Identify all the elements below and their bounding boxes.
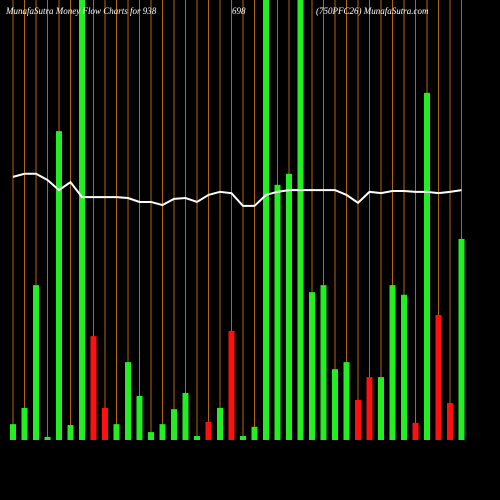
bar bbox=[309, 292, 315, 440]
bar bbox=[355, 399, 361, 440]
bar bbox=[240, 436, 246, 440]
bar bbox=[274, 184, 281, 440]
bar bbox=[159, 424, 166, 440]
bar bbox=[412, 422, 419, 440]
bar bbox=[366, 377, 373, 440]
bar bbox=[194, 436, 200, 440]
bar bbox=[378, 377, 384, 440]
bar bbox=[182, 392, 189, 440]
bar bbox=[205, 421, 212, 440]
bar bbox=[171, 409, 177, 440]
chart-title: 698 bbox=[232, 6, 246, 16]
bar bbox=[33, 285, 39, 440]
bar bbox=[228, 330, 235, 440]
bar bbox=[343, 362, 350, 440]
bar bbox=[56, 131, 62, 440]
bar bbox=[125, 362, 131, 440]
bar bbox=[263, 0, 269, 440]
bar bbox=[67, 425, 74, 440]
bar bbox=[44, 436, 51, 440]
bar bbox=[297, 0, 304, 440]
flow-line bbox=[12, 172, 462, 207]
bar bbox=[251, 426, 258, 440]
bar bbox=[435, 315, 442, 440]
bar bbox=[113, 424, 120, 440]
chart-title: MunafaSutra Money Flow Charts for 938 bbox=[5, 6, 157, 16]
bar bbox=[217, 407, 223, 440]
bar bbox=[79, 0, 85, 440]
bar bbox=[320, 285, 327, 440]
bar bbox=[447, 403, 453, 440]
bar bbox=[10, 424, 16, 440]
bar bbox=[148, 432, 154, 440]
chart-title: (750PFC26) MunafaSutra.com bbox=[316, 6, 429, 16]
plot-area bbox=[10, 0, 465, 441]
bar bbox=[136, 396, 143, 440]
bar bbox=[424, 92, 430, 440]
bar bbox=[90, 336, 97, 440]
bar bbox=[401, 294, 407, 440]
bar bbox=[286, 173, 292, 441]
bar bbox=[458, 238, 465, 440]
bar bbox=[102, 407, 108, 440]
bar bbox=[389, 285, 396, 440]
bar bbox=[21, 407, 28, 440]
bar bbox=[332, 369, 338, 440]
